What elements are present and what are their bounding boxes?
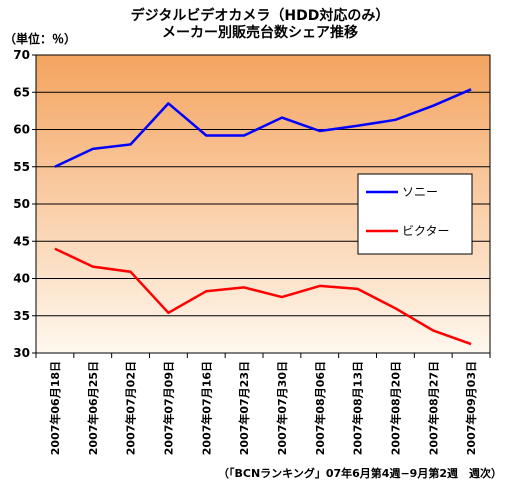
y-axis-ticks: 30 35 40 45 50 55 60 65 70: [13, 48, 36, 360]
x-tick-label: 2007年07月23日: [237, 361, 251, 455]
legend: ソニー ビクター: [357, 173, 473, 255]
y-tick-label: 30: [13, 346, 30, 360]
legend-label-victor: ビクター: [402, 224, 450, 238]
y-tick-label: 70: [13, 48, 30, 62]
x-tick-label: 2007年08月20日: [388, 361, 402, 455]
plot-border: [35, 54, 491, 354]
gridlines: [36, 91, 490, 317]
x-tick-label: 2007年07月16日: [199, 361, 213, 455]
chart-subtitle: メーカー別販売台数シェア推移: [162, 24, 358, 41]
x-tick-label: 2007年07月02日: [124, 361, 138, 455]
y-tick-label: 45: [13, 234, 30, 248]
series-lines: [54, 88, 472, 346]
source-note: （「BCNランキング」07年6月第4週−9月第2週 週次）: [218, 466, 502, 480]
y-tick-label: 40: [13, 272, 30, 286]
chart-title: デジタルビデオカメラ（HDD対応のみ）: [131, 7, 390, 24]
legend-label-sony: ソニー: [402, 185, 438, 199]
y-tick-label: 35: [13, 309, 30, 323]
x-tick-label: 2007年08月13日: [351, 361, 365, 455]
x-tick-label: 2007年07月30日: [275, 361, 289, 455]
y-tick-label: 50: [13, 197, 30, 211]
x-tick-label: 2007年07月09日: [161, 361, 175, 455]
series-line-1: [54, 247, 472, 346]
series-line-0: [54, 88, 472, 168]
x-tick-label: 2007年06月18日: [48, 361, 62, 455]
x-tick-label: 2007年06月25日: [86, 361, 100, 455]
y-tick-label: 55: [13, 160, 30, 174]
y-tick-label: 65: [13, 85, 30, 99]
x-tick-label: 2007年08月06日: [313, 361, 327, 455]
x-tick-label: 2007年08月27日: [426, 361, 440, 455]
x-axis-ticks: 2007年06月18日 2007年06月25日 2007年07月02日 2007年07…: [35, 353, 491, 455]
y-axis-unit-label: （単位：％）: [4, 31, 76, 46]
y-tick-label: 60: [13, 123, 30, 137]
legend-box: [357, 173, 473, 255]
x-tick-label: 2007年09月03日: [464, 361, 478, 455]
